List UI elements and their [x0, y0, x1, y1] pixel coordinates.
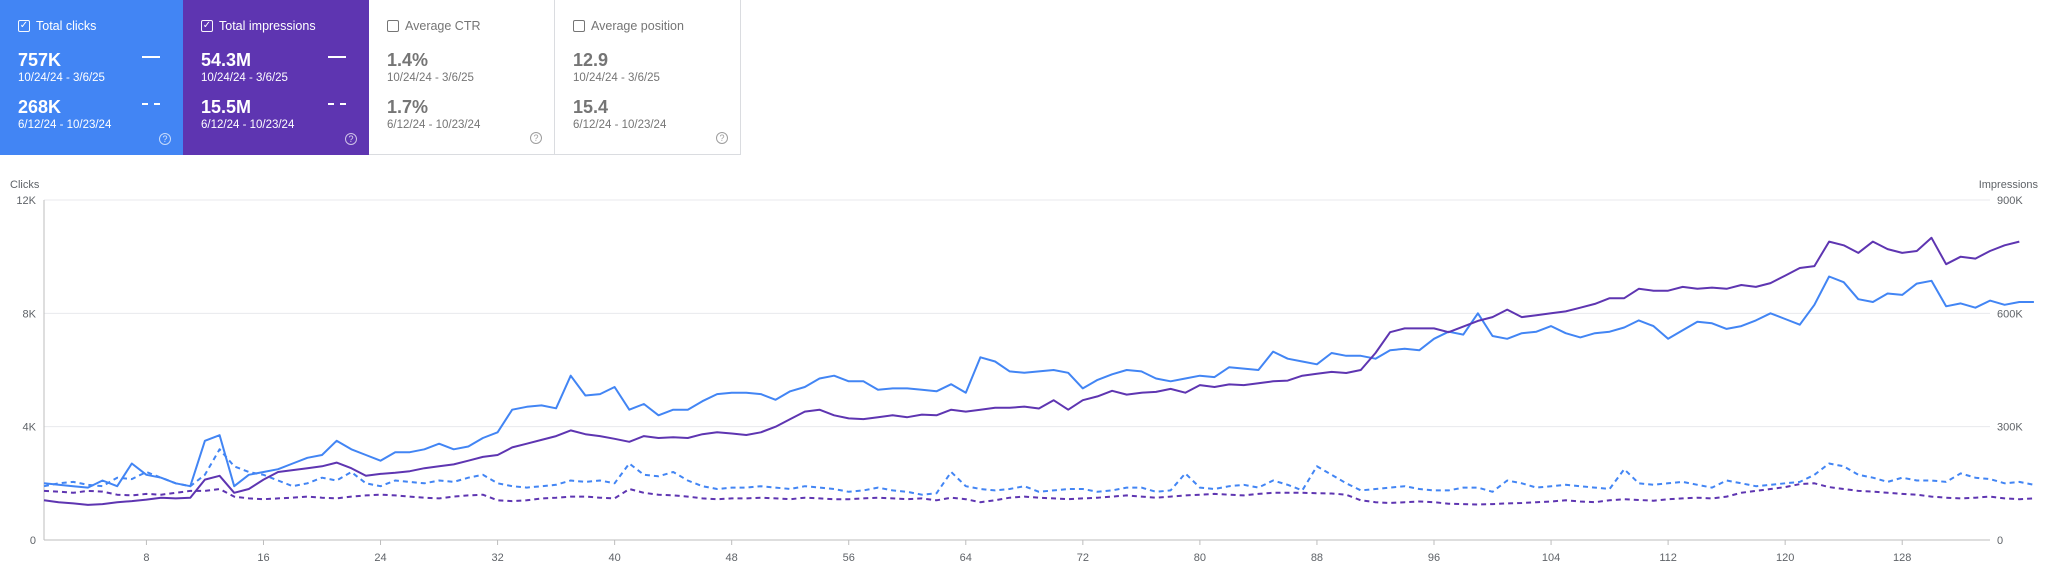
current-metric: 1.4% 10/24/24 - 3/6/25: [387, 50, 536, 85]
metric-range: 6/12/24 - 10/23/24: [387, 119, 481, 131]
card-header: Average CTR: [387, 18, 536, 34]
card-label: Average CTR: [405, 19, 481, 33]
x-tick-label: 64: [960, 552, 972, 564]
help-icon[interactable]: ?: [345, 133, 357, 145]
card-total-clicks[interactable]: ✓ Total clicks 757K 10/24/24 - 3/6/25 26…: [0, 0, 183, 155]
metric-value: 54.3M: [201, 50, 252, 70]
current-impressions-line: [43, 236, 2020, 506]
current-metric: 12.9 10/24/24 - 3/6/25: [573, 50, 722, 85]
metric-range: 6/12/24 - 10/23/24: [573, 119, 667, 131]
solid-line-legend-icon: [328, 56, 346, 58]
current-clicks-line: [43, 275, 2034, 489]
x-tick-label: 8: [143, 552, 149, 564]
previous-metric: 1.7% 6/12/24 - 10/23/24: [387, 97, 536, 132]
y-right-tick-label: 600K: [1997, 308, 2023, 320]
metric-range: 6/12/24 - 10/23/24: [18, 119, 112, 131]
previous-metric: 15.5M 6/12/24 - 10/23/24: [201, 97, 351, 132]
current-metric: 54.3M 10/24/24 - 3/6/25: [201, 50, 351, 85]
card-average-position[interactable]: Average position 12.9 10/24/24 - 3/6/25 …: [555, 0, 741, 155]
help-icon[interactable]: ?: [159, 133, 171, 145]
metric-value: 12.9: [573, 50, 609, 70]
metric-range: 10/24/24 - 3/6/25: [18, 72, 105, 84]
y-left-tick-label: 8K: [23, 308, 37, 320]
y-left-tick-label: 12K: [16, 195, 36, 207]
x-tick-label: 96: [1428, 552, 1440, 564]
metric-value: 15.5M: [201, 97, 252, 117]
x-tick-label: 128: [1893, 552, 1911, 564]
metric-value: 1.7%: [387, 97, 429, 117]
card-label: Total impressions: [219, 19, 316, 33]
metric-range: 10/24/24 - 3/6/25: [573, 72, 660, 84]
previous-impressions-line: [43, 482, 2034, 506]
x-tick-label: 80: [1194, 552, 1206, 564]
x-tick-label: 40: [609, 552, 621, 564]
card-label: Average position: [591, 19, 684, 33]
metric-cards: ✓ Total clicks 757K 10/24/24 - 3/6/25 26…: [0, 0, 741, 155]
y-right-tick-label: 300K: [1997, 422, 2023, 434]
x-tick-label: 24: [374, 552, 386, 564]
metric-value: 15.4: [573, 97, 609, 117]
x-tick-label: 104: [1542, 552, 1560, 564]
checkbox-unchecked-icon[interactable]: [387, 20, 399, 32]
card-header: ✓ Total clicks: [18, 18, 165, 34]
card-header: ✓ Total impressions: [201, 18, 351, 34]
checkbox-unchecked-icon[interactable]: [573, 20, 585, 32]
checkbox-checked-icon[interactable]: ✓: [18, 20, 30, 32]
solid-line-legend-icon: [142, 56, 160, 58]
x-tick-label: 112: [1659, 552, 1677, 564]
checkbox-checked-icon[interactable]: ✓: [201, 20, 213, 32]
help-icon[interactable]: ?: [530, 132, 542, 144]
x-tick-label: 120: [1776, 552, 1794, 564]
dashed-line-legend-icon: [328, 103, 346, 105]
card-header: Average position: [573, 18, 722, 34]
y-left-axis-label: Clicks: [10, 179, 40, 191]
x-tick-label: 48: [726, 552, 738, 564]
previous-metric: 268K 6/12/24 - 10/23/24: [18, 97, 165, 132]
metric-value: 1.4%: [387, 50, 429, 70]
previous-metric: 15.4 6/12/24 - 10/23/24: [573, 97, 722, 132]
metric-range: 6/12/24 - 10/23/24: [201, 119, 295, 131]
card-label: Total clicks: [36, 19, 97, 33]
x-tick-label: 88: [1311, 552, 1323, 564]
y-right-tick-label: 900K: [1997, 195, 2023, 207]
metric-value: 757K: [18, 50, 62, 70]
dashed-line-legend-icon: [142, 103, 160, 105]
y-left-tick-label: 4K: [23, 422, 37, 434]
x-tick-label: 72: [1077, 552, 1089, 564]
y-right-axis-label: Impressions: [1979, 179, 2039, 191]
current-metric: 757K 10/24/24 - 3/6/25: [18, 50, 165, 85]
metric-range: 10/24/24 - 3/6/25: [387, 72, 474, 84]
x-tick-label: 56: [843, 552, 855, 564]
metric-value: 268K: [18, 97, 62, 117]
y-right-tick-label: 0: [1997, 535, 2003, 547]
metric-range: 10/24/24 - 3/6/25: [201, 72, 288, 84]
card-average-ctr[interactable]: Average CTR 1.4% 10/24/24 - 3/6/25 1.7% …: [369, 0, 555, 155]
performance-chart: Clicks Impressions 12K 900K 8K 600K 4K 300K 0 0…: [10, 179, 2039, 564]
x-tick-label: 16: [257, 552, 269, 564]
y-left-tick-label: 0: [30, 535, 36, 547]
x-tick-label: 32: [491, 552, 503, 564]
previous-clicks-line: [43, 448, 2035, 496]
help-icon[interactable]: ?: [716, 132, 728, 144]
card-total-impressions[interactable]: ✓ Total impressions 54.3M 10/24/24 - 3/6…: [183, 0, 369, 155]
